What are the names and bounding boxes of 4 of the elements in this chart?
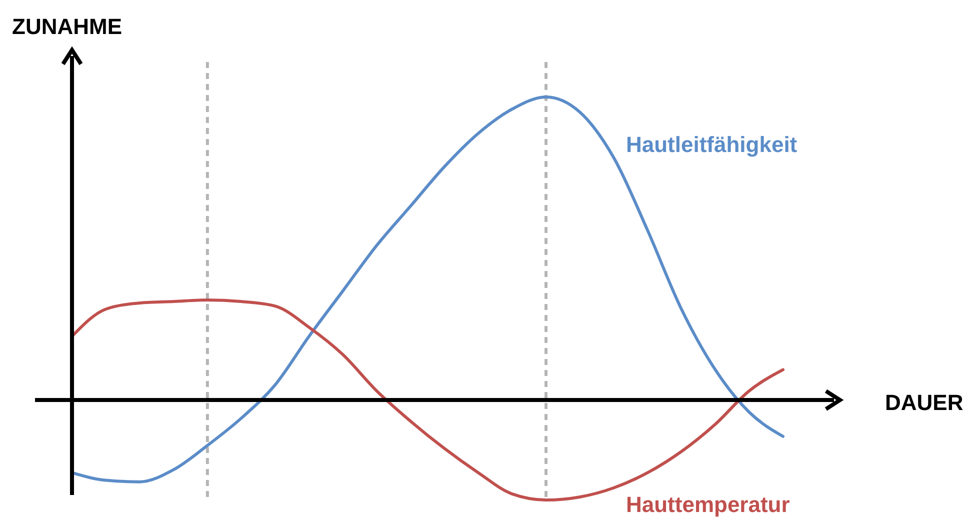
series-label: Hauttemperatur [626,492,790,517]
series-label: Hautleitfähigkeit [626,132,798,157]
x-axis-title: DAUER [885,390,964,416]
y-axis-title: ZUNAHME [12,14,122,39]
